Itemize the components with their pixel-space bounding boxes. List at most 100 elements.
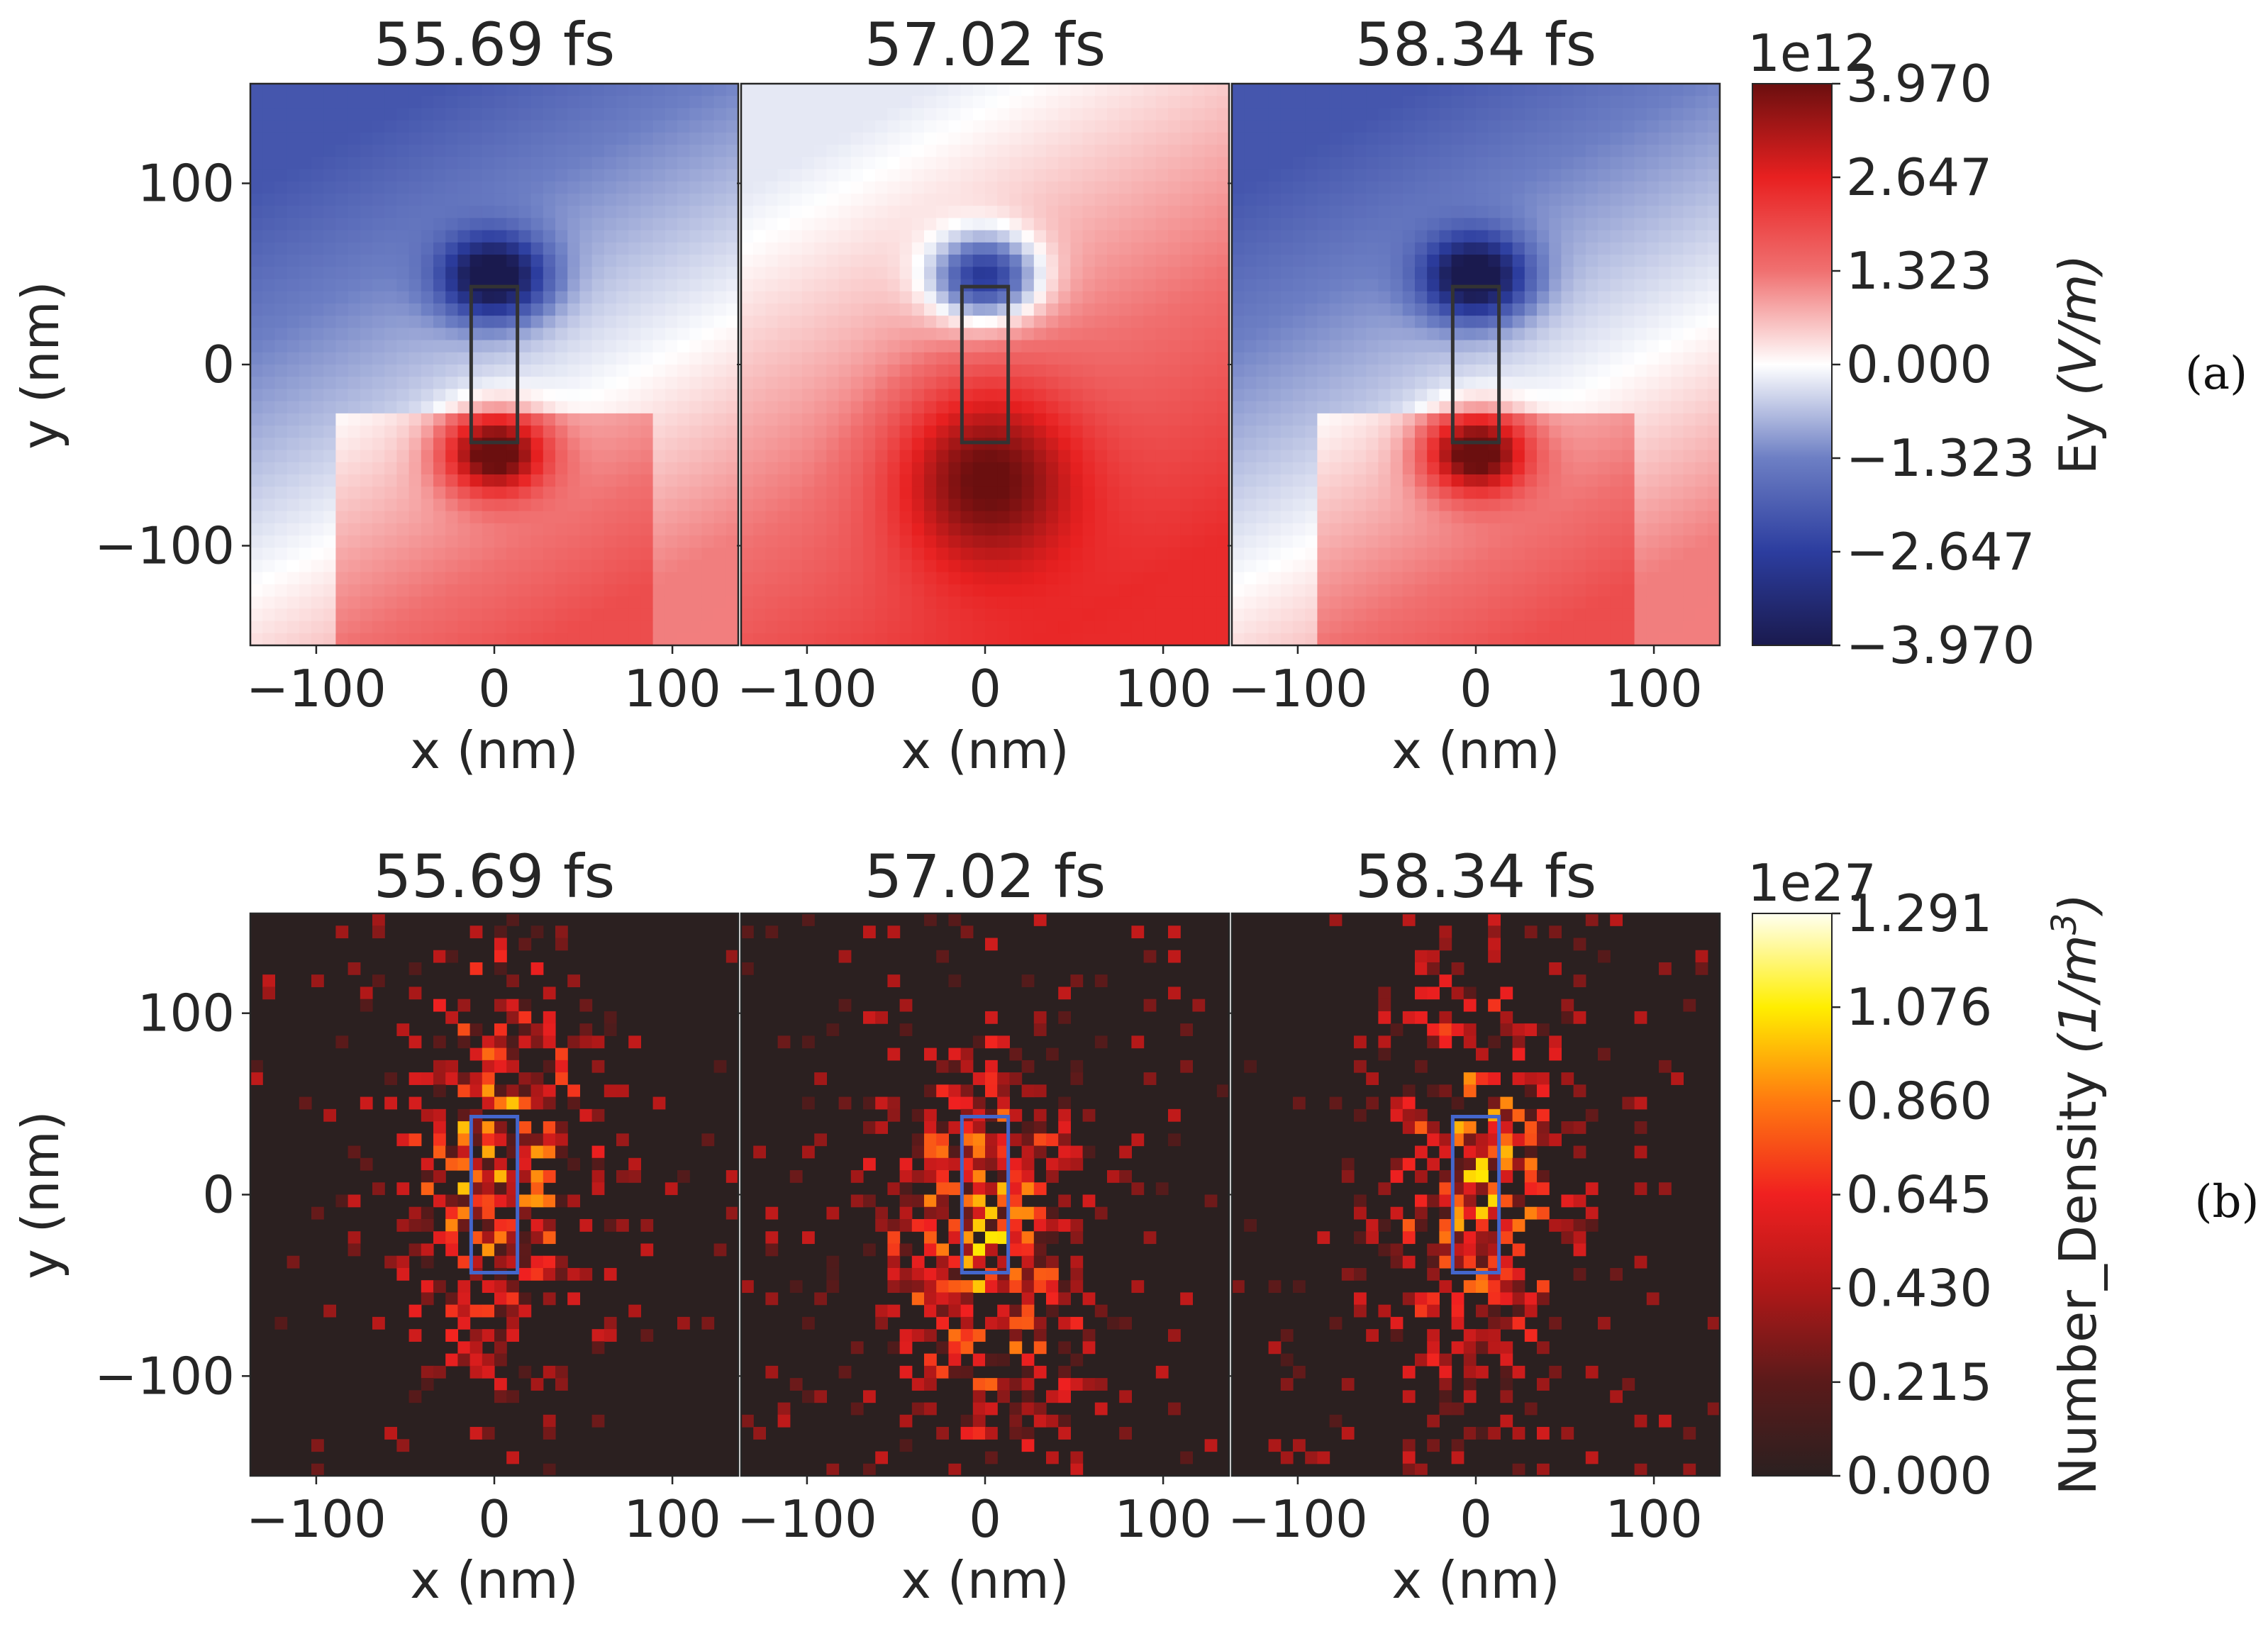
heatmap-cell: [421, 328, 434, 341]
heatmap-cell: [1671, 145, 1684, 157]
heatmap-cell: [1244, 120, 1257, 133]
heatmap-cell: [1009, 120, 1023, 133]
heatmap-cell: [1524, 132, 1538, 145]
heatmap-cell: [1244, 193, 1257, 206]
heatmap-cell: [838, 328, 852, 341]
heatmap-cell: [262, 389, 275, 402]
heatmap-cell: [262, 474, 275, 487]
heatmap-cell: [802, 267, 815, 280]
heatmap-cell: [1293, 255, 1306, 267]
heatmap-cell: [665, 145, 678, 157]
heatmap-cell: [262, 584, 275, 597]
heatmap-cell: [911, 572, 925, 585]
heatmap-cell: [1131, 535, 1145, 548]
heatmap-cell: [1268, 389, 1282, 402]
heatmap-cell: [1180, 181, 1193, 194]
heatmap-cell: [1415, 377, 1428, 390]
heatmap-cell: [887, 413, 901, 426]
heatmap-cell: [1524, 218, 1538, 231]
heatmap-cell: [1451, 120, 1464, 133]
heatmap-cell: [665, 193, 678, 206]
heatmap-cell: [567, 535, 580, 548]
heatmap-cell: [924, 365, 937, 377]
heatmap-cell: [1378, 157, 1391, 170]
heatmap-cell: [863, 377, 876, 390]
heatmap-cell: [814, 96, 827, 109]
heatmap-cell: [726, 487, 739, 499]
heatmap-cell: [726, 365, 739, 377]
heatmap-cell: [863, 572, 876, 585]
heatmap-cell: [753, 572, 766, 585]
heatmap-cell: [1192, 474, 1206, 487]
heatmap-cell: [262, 132, 275, 145]
heatmap-cell: [1204, 291, 1218, 304]
heatmap-cell: [604, 389, 617, 402]
heatmap-cell: [1634, 181, 1647, 194]
heatmap-cell: [936, 560, 949, 573]
heatmap-cell: [616, 193, 629, 206]
heatmap-cell: [1402, 401, 1416, 414]
heatmap-cell: [1634, 340, 1647, 353]
heatmap-cell: [518, 255, 532, 267]
heatmap-cell: [372, 535, 385, 548]
heatmap-cell: [445, 218, 458, 231]
heatmap-cell: [457, 303, 471, 316]
heatmap-cell: [1622, 426, 1635, 438]
heatmap-cell: [863, 621, 876, 634]
heatmap-cell: [924, 535, 937, 548]
heatmap-cell: [1293, 157, 1306, 170]
heatmap-cell: [948, 413, 962, 426]
heatmap-cell: [1598, 132, 1611, 145]
heatmap-cell: [665, 608, 678, 622]
heatmap-cell: [1070, 365, 1084, 377]
heatmap-cell: [1107, 291, 1120, 304]
heatmap-cell: [1119, 230, 1132, 243]
heatmap-cell: [1378, 120, 1391, 133]
heatmap-cell: [1009, 181, 1023, 194]
heatmap-cell: [591, 84, 605, 96]
heatmap-cell: [1009, 352, 1023, 365]
heatmap-cell: [1107, 596, 1120, 609]
heatmap-cell: [640, 328, 654, 341]
heatmap-cell: [1070, 560, 1084, 573]
heatmap-cell: [421, 84, 434, 96]
heatmap-cell: [1390, 352, 1403, 365]
heatmap-cell: [1463, 242, 1477, 255]
heatmap-cell: [875, 340, 888, 353]
heatmap-cell: [1646, 401, 1660, 414]
heatmap-cell: [972, 255, 986, 267]
heatmap-cell: [838, 499, 852, 512]
heatmap-cell: [494, 450, 507, 463]
heatmap-cell: [814, 608, 827, 622]
heatmap-cell: [1070, 487, 1084, 499]
heatmap-cell: [1168, 401, 1181, 414]
heatmap-cell: [1451, 426, 1464, 438]
heatmap-cell: [1561, 242, 1574, 255]
heatmap-cell: [311, 511, 324, 524]
heatmap-cell: [287, 291, 300, 304]
heatmap-cell: [911, 169, 925, 182]
heatmap-cell: [1094, 108, 1108, 121]
heatmap-cell: [665, 438, 678, 451]
heatmap-cell: [1317, 438, 1330, 451]
heatmap-cell: [640, 291, 654, 304]
heatmap-cell: [1168, 572, 1181, 585]
heatmap-cell: [665, 401, 678, 414]
heatmap-cell: [713, 462, 727, 475]
heatmap-cell: [838, 181, 852, 194]
heatmap-cell: [765, 218, 779, 231]
heatmap-cell: [960, 255, 974, 267]
heatmap-cell: [960, 242, 974, 255]
heatmap-cell: [506, 462, 519, 475]
heatmap-cell: [530, 120, 544, 133]
heatmap-cell: [1524, 401, 1538, 414]
heatmap-cell: [899, 377, 913, 390]
heatmap-cell: [985, 596, 998, 609]
heatmap-cell: [1451, 401, 1464, 414]
heatmap-cell: [1180, 487, 1193, 499]
heatmap-cell: [1488, 206, 1501, 218]
heatmap-cell: [713, 328, 727, 341]
heatmap-cell: [1512, 389, 1525, 402]
heatmap-cell: [1033, 474, 1047, 487]
heatmap-cell: [1204, 218, 1218, 231]
